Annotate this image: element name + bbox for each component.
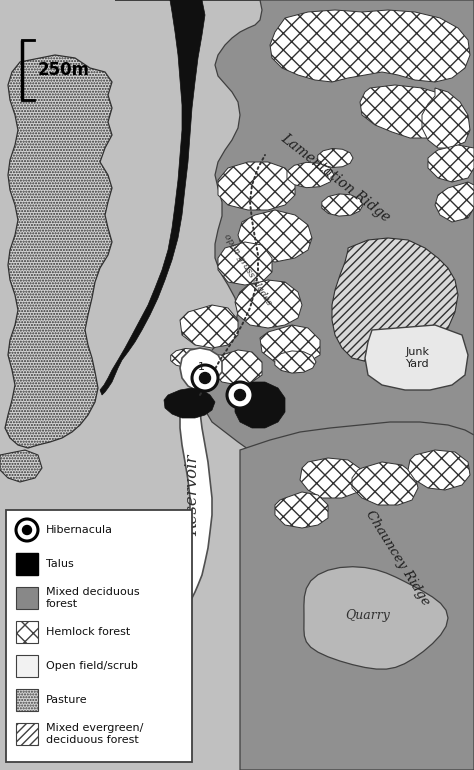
Circle shape xyxy=(200,373,210,383)
Bar xyxy=(16,689,38,711)
Circle shape xyxy=(227,382,253,408)
Text: Talus: Talus xyxy=(46,559,74,569)
Text: Pasture: Pasture xyxy=(46,695,88,705)
Text: Hibernacula: Hibernacula xyxy=(46,525,113,535)
Polygon shape xyxy=(171,349,206,367)
Polygon shape xyxy=(218,162,295,210)
Polygon shape xyxy=(352,462,418,505)
Polygon shape xyxy=(218,242,272,285)
Polygon shape xyxy=(422,88,470,148)
Polygon shape xyxy=(5,55,112,448)
Polygon shape xyxy=(300,458,365,498)
Circle shape xyxy=(22,525,31,534)
Polygon shape xyxy=(235,280,302,328)
Text: 1: 1 xyxy=(198,362,205,372)
Polygon shape xyxy=(0,450,42,482)
Polygon shape xyxy=(318,149,353,168)
Polygon shape xyxy=(287,162,334,188)
Polygon shape xyxy=(210,350,262,385)
Polygon shape xyxy=(275,351,316,373)
Text: Reservoir: Reservoir xyxy=(184,454,201,536)
Polygon shape xyxy=(408,450,470,490)
Bar xyxy=(16,621,38,643)
Polygon shape xyxy=(164,388,215,418)
Bar xyxy=(6,510,192,762)
Polygon shape xyxy=(240,422,474,770)
Polygon shape xyxy=(180,305,238,348)
Polygon shape xyxy=(115,0,474,498)
Bar xyxy=(16,587,38,609)
Bar xyxy=(16,655,38,677)
Text: Quarry: Quarry xyxy=(346,608,391,621)
Polygon shape xyxy=(332,238,458,362)
Polygon shape xyxy=(304,567,448,669)
Text: 250m: 250m xyxy=(38,61,90,79)
Text: Chauncey Ridge: Chauncey Ridge xyxy=(364,508,433,608)
Circle shape xyxy=(16,519,38,541)
Polygon shape xyxy=(260,325,320,365)
Polygon shape xyxy=(322,194,363,216)
Bar xyxy=(16,723,38,745)
Polygon shape xyxy=(428,145,474,182)
Polygon shape xyxy=(435,182,474,222)
Polygon shape xyxy=(275,492,328,528)
Text: Lamentation Ridge: Lamentation Ridge xyxy=(278,131,392,225)
Polygon shape xyxy=(175,348,222,605)
Text: Hemlock forest: Hemlock forest xyxy=(46,627,130,637)
Polygon shape xyxy=(365,325,468,390)
Polygon shape xyxy=(235,389,270,407)
Text: Mixed deciduous
forest: Mixed deciduous forest xyxy=(46,588,140,609)
Polygon shape xyxy=(100,0,205,395)
Polygon shape xyxy=(360,85,458,138)
Text: open grass glades: open grass glades xyxy=(222,233,273,307)
Text: Mixed evergreen/
deciduous forest: Mixed evergreen/ deciduous forest xyxy=(46,723,143,745)
Circle shape xyxy=(192,365,218,391)
Polygon shape xyxy=(235,382,285,428)
Text: Open field/scrub: Open field/scrub xyxy=(46,661,138,671)
Circle shape xyxy=(235,390,246,400)
Polygon shape xyxy=(270,10,470,82)
Bar xyxy=(16,553,38,575)
Text: Junk
Yard: Junk Yard xyxy=(406,347,430,369)
Polygon shape xyxy=(238,210,312,262)
